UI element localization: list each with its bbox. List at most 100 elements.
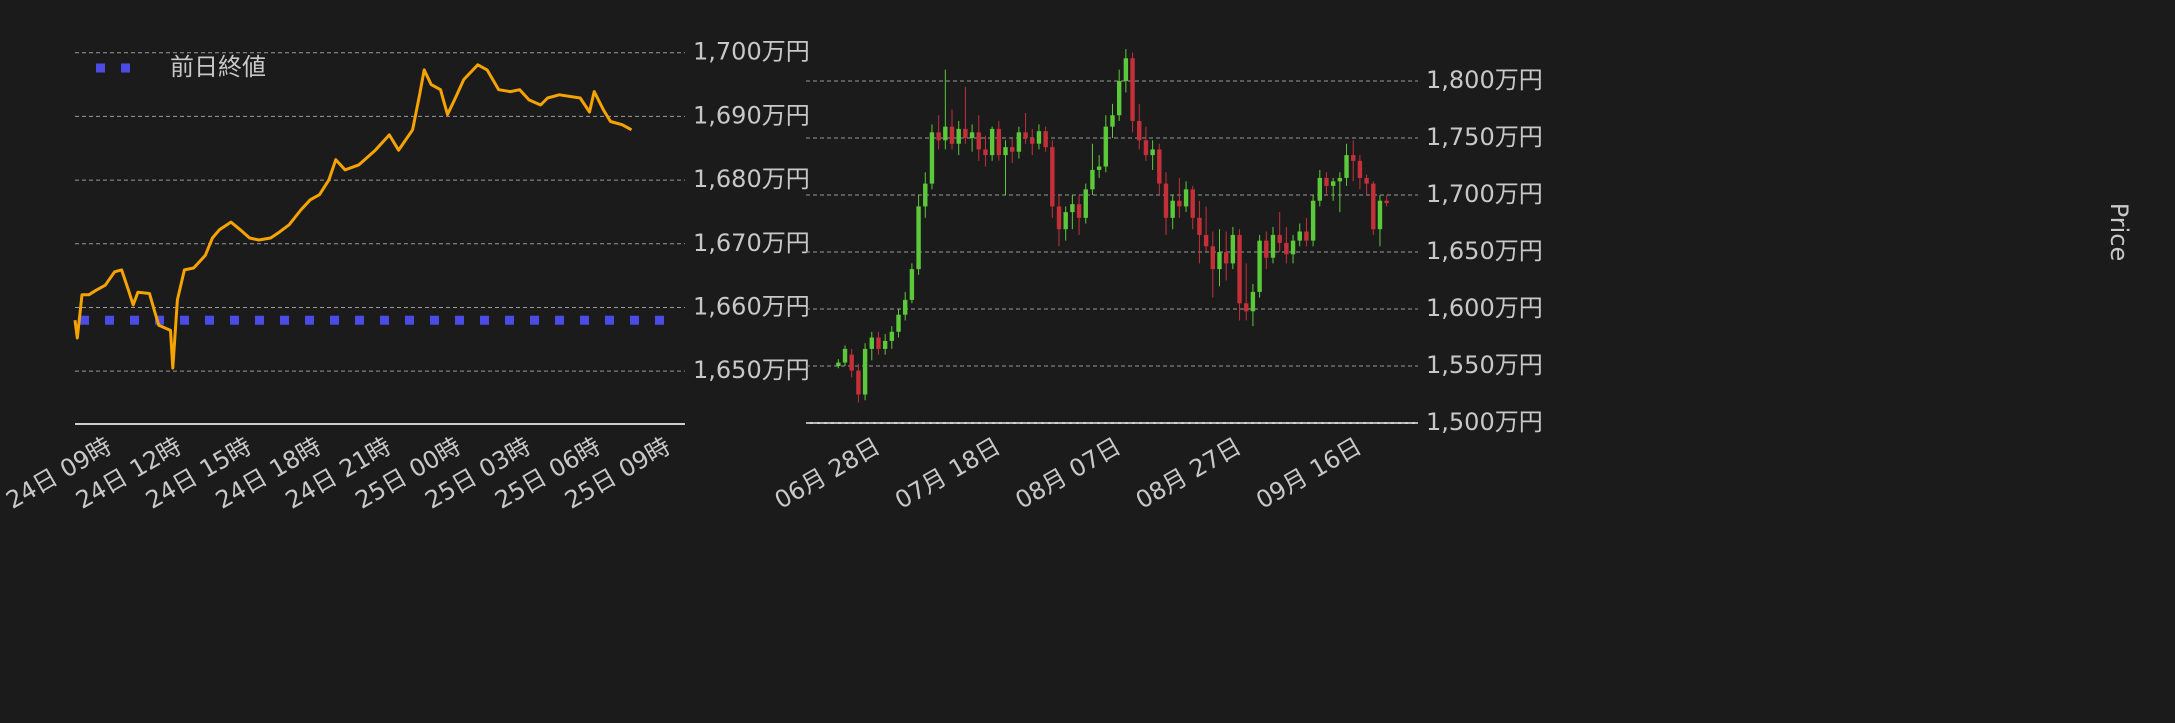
candle-body	[909, 269, 915, 300]
candle-body	[842, 348, 848, 363]
candle-body	[969, 132, 975, 139]
candle-body	[1371, 183, 1376, 230]
x-tick-label: 06月 28日	[770, 432, 885, 515]
candle-body	[1250, 291, 1256, 312]
x-tick-label: 08月 27日	[1131, 432, 1246, 515]
candle-body	[896, 314, 901, 332]
candle-body	[1043, 131, 1048, 148]
candle-body	[1076, 204, 1082, 218]
y-tick-label: 1,700万円	[693, 38, 810, 66]
candle-body	[1090, 169, 1095, 190]
candle-body	[963, 128, 968, 139]
y-tick-label: 1,690万円	[693, 101, 810, 129]
candle-body	[903, 299, 908, 315]
y-axis-label: Price	[2105, 203, 2133, 262]
candle-body	[1083, 189, 1088, 218]
candle-body	[1056, 206, 1062, 230]
y-tick-label: 1,660万円	[693, 292, 810, 320]
y-tick-label: 1,600万円	[1426, 294, 1543, 322]
candle-body	[1103, 126, 1109, 167]
y-tick-label: 1,680万円	[693, 165, 810, 193]
y-tick-label: 1,500万円	[1426, 408, 1543, 436]
candle-body	[1170, 200, 1175, 218]
candle-body	[1337, 177, 1343, 182]
candle-body	[976, 132, 981, 150]
candle-body	[1063, 212, 1068, 230]
candle-body	[1257, 240, 1262, 292]
candle-body	[1290, 240, 1296, 255]
candle-body	[1023, 132, 1028, 139]
candle-body	[943, 126, 948, 141]
candle-body	[889, 331, 895, 341]
candle-body	[876, 337, 881, 349]
candle-body	[862, 348, 868, 395]
candle-body	[1150, 149, 1155, 156]
candle-body	[1177, 200, 1182, 207]
candle-body	[882, 340, 888, 349]
candle-body	[1217, 252, 1222, 270]
candle-body	[1264, 240, 1269, 258]
candle-body	[1277, 234, 1282, 243]
y-tick-label: 1,670万円	[693, 229, 810, 257]
candle-body	[1364, 177, 1369, 184]
candle-body	[1137, 120, 1142, 141]
candle-body	[1304, 231, 1309, 241]
y-tick-label: 1,800万円	[1426, 66, 1543, 94]
candle-body	[836, 362, 841, 367]
candle-body	[929, 132, 935, 184]
candle-body	[1030, 138, 1035, 144]
candle-body	[1330, 181, 1336, 186]
candle-body	[1317, 177, 1322, 201]
candle-body	[1223, 252, 1229, 264]
candle-body	[1324, 177, 1329, 186]
candle-body	[1003, 147, 1008, 156]
candle-body	[1344, 155, 1349, 178]
candle-body	[996, 128, 1002, 156]
candle-body	[856, 370, 861, 395]
candle-body	[983, 149, 988, 156]
candle-body	[849, 354, 854, 371]
candle-body	[1203, 234, 1209, 247]
candle-body	[1351, 155, 1356, 161]
candle-body	[1297, 231, 1302, 241]
x-tick-label: 08月 07日	[1011, 432, 1126, 515]
candle-body	[1230, 234, 1236, 264]
candle-body	[1096, 166, 1102, 170]
candle-body	[1284, 242, 1289, 255]
candle-body	[1123, 58, 1129, 82]
candle-body	[936, 132, 941, 141]
candle-body	[1357, 160, 1363, 178]
y-tick-label: 1,550万円	[1426, 351, 1543, 379]
candle-body	[1197, 217, 1202, 235]
candle-body	[1110, 115, 1115, 127]
candle-body	[916, 206, 921, 270]
candle-body	[1157, 149, 1162, 184]
candle-body	[989, 128, 995, 156]
y-tick-label: 1,750万円	[1426, 123, 1543, 151]
candle-body	[1130, 58, 1135, 121]
candle-body	[1163, 183, 1169, 218]
candle-body	[1210, 246, 1216, 270]
price-line	[73, 63, 633, 370]
candle-body	[1384, 200, 1389, 204]
legend-label: 前日終値	[170, 53, 266, 81]
candle-body	[1036, 131, 1042, 144]
candle-body	[1237, 234, 1242, 304]
candle-body	[1270, 234, 1276, 258]
candle-body	[923, 183, 928, 207]
candle-body	[1377, 200, 1383, 230]
candle-body	[1310, 200, 1316, 241]
candle-body	[1009, 147, 1015, 152]
candle-body	[1244, 303, 1249, 312]
candle-body	[869, 337, 874, 349]
candle-body	[1070, 204, 1075, 213]
y-tick-label: 1,700万円	[1426, 180, 1543, 208]
candle-body	[1050, 147, 1055, 207]
candle-body	[1190, 189, 1195, 218]
candle-body	[1016, 132, 1022, 152]
x-tick-label: 09月 16日	[1251, 432, 1366, 515]
candle-body	[1116, 81, 1122, 116]
y-tick-label: 1,650万円	[1426, 237, 1543, 265]
